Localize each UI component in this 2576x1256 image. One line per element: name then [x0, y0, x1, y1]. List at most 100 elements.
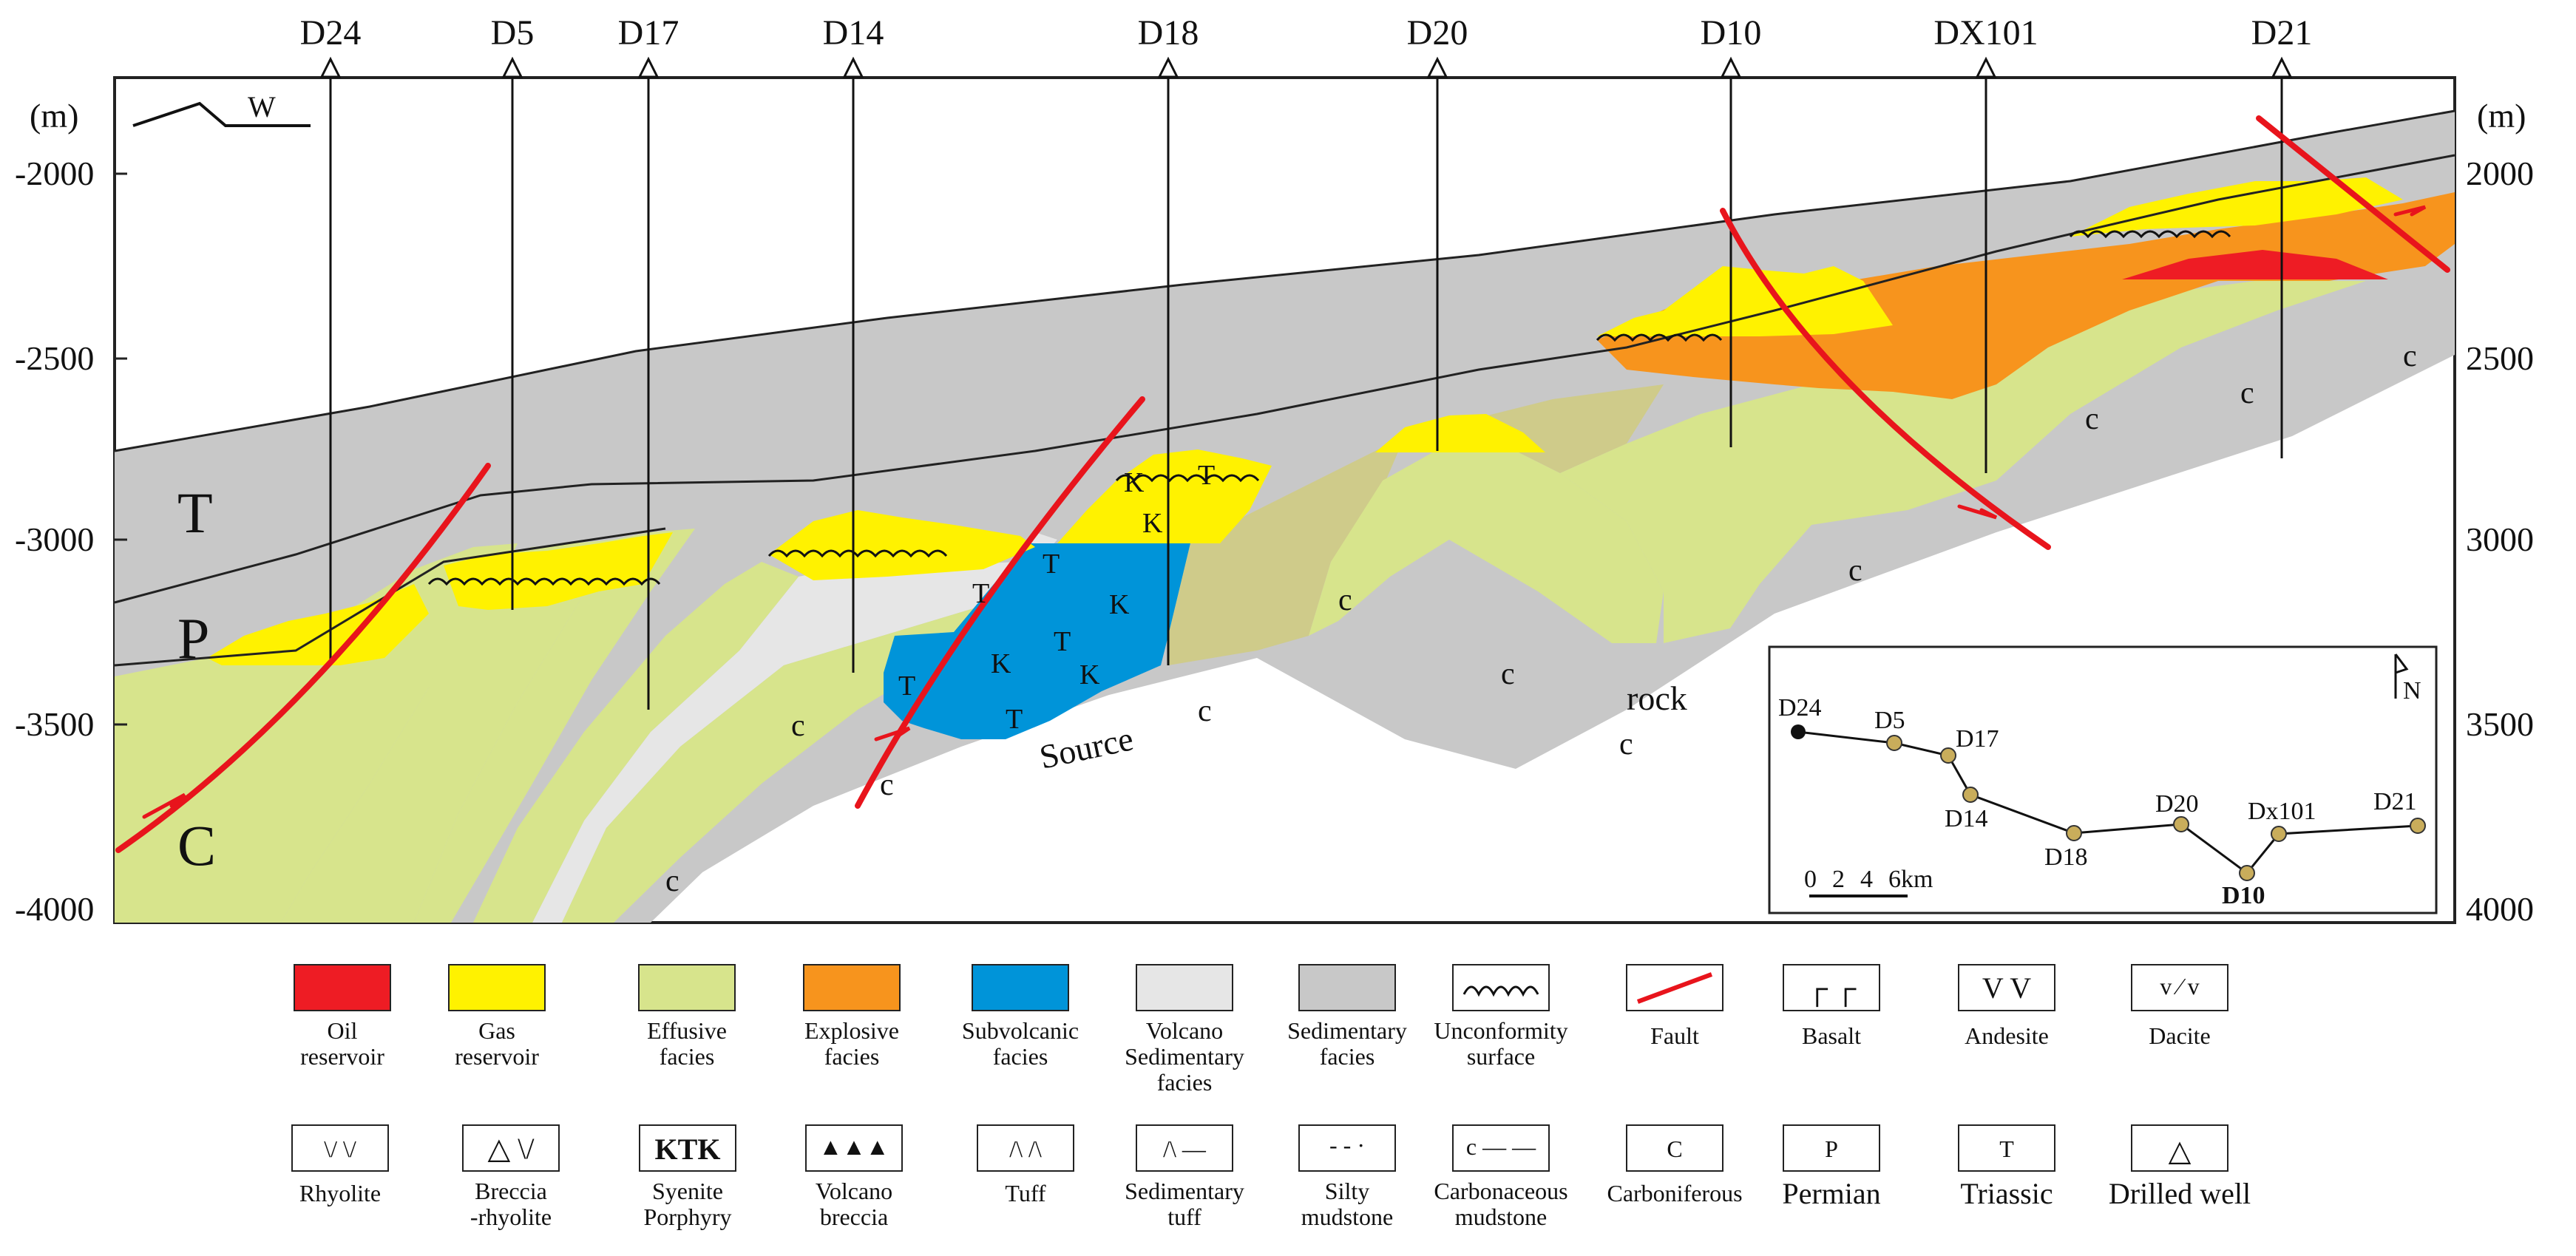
gas-reservoir-d10: [1597, 266, 1893, 336]
legend-item-silty-mudstone: - - · Silty mudstone: [1298, 1124, 1396, 1230]
scale-tick: 4: [1860, 866, 1873, 893]
kt-mark: T: [1054, 626, 1071, 657]
west-compass: W: [132, 90, 311, 127]
c-mark: c: [2085, 402, 2099, 436]
legend-item-carbonaceous-mudstone: c — — Carbonaceous mudstone: [1434, 1124, 1568, 1230]
legend-item-effusive: Effusive facies: [638, 964, 736, 1070]
dacite-band: [1168, 436, 1405, 665]
effusive-facies-left: [115, 543, 518, 923]
svg-text:Breccia: Breccia: [475, 1178, 547, 1204]
svg-text:tuff: tuff: [1167, 1204, 1201, 1230]
well-marker-d14: [842, 56, 864, 78]
svg-text:reservoir: reservoir: [300, 1043, 384, 1070]
svg-text:facies: facies: [993, 1043, 1048, 1070]
svg-text:/\ —: /\ —: [1163, 1136, 1207, 1162]
legend-item-permian: P Permian: [1782, 1124, 1881, 1210]
legend-item-syenite-porphyry: KTK Syenite Porphyry: [639, 1124, 736, 1230]
fault-arrow-d14: [874, 726, 911, 741]
well-label-d10: D10: [1701, 13, 1762, 52]
legend-item-dacite: v ⁄ v Dacite: [2131, 964, 2228, 1049]
svg-text:Drilled well: Drilled well: [2109, 1177, 2251, 1210]
inset-label-d5: D5: [1874, 707, 1905, 734]
legend-item-unconformity: Unconformity surface: [1434, 964, 1568, 1070]
carbonaceous-marks: c c c c c c c c c c c: [665, 339, 2417, 898]
well-label-d21: D21: [2251, 13, 2313, 52]
kt-mark: T: [1006, 704, 1023, 735]
triassic-top-line: [114, 109, 2455, 452]
legend-item-tuff: /\ /\ Tuff: [977, 1124, 1074, 1206]
gas-reservoir-d5: [444, 532, 673, 610]
svg-text:Unconformity: Unconformity: [1434, 1017, 1567, 1044]
fault-d14: [855, 396, 1145, 809]
inset-well-d5: [1886, 735, 1902, 751]
right-depth-unit: (m): [2477, 97, 2526, 135]
carboniferous-label: C: [177, 813, 216, 877]
c-mark: c: [1848, 554, 1862, 588]
svg-text:facies: facies: [660, 1043, 715, 1070]
well-marker-d5: [501, 56, 523, 78]
left-depth-tick: -2000: [15, 155, 94, 192]
right-depth-axis: (m) 2000 2500 3000 3500 4000: [2466, 97, 2534, 928]
north-arrow-icon: [2394, 654, 2409, 699]
right-depth-tick: 2000: [2466, 155, 2534, 192]
svg-text:\/ \/: \/ \/: [324, 1136, 356, 1162]
right-depth-tick: 2500: [2466, 339, 2534, 377]
svg-text:v ⁄ v: v ⁄ v: [2160, 973, 2199, 999]
inset-frame: [1768, 645, 2438, 914]
svg-text:V V: V V: [1982, 971, 2031, 1005]
svg-text:breccia: breccia: [820, 1204, 888, 1230]
west-arrow-icon: [132, 101, 311, 127]
inset-well-dx101: [2271, 826, 2287, 842]
svg-text:△ \/: △ \/: [488, 1132, 535, 1165]
scale-tick: 2: [1832, 866, 1845, 893]
dacite-band-2: [1405, 384, 1664, 473]
gas-reservoir-d20: [1375, 414, 1545, 452]
svg-text:Effusive: Effusive: [647, 1017, 727, 1044]
well-label-dx101: DX101: [1933, 13, 2038, 52]
svg-text:Gas: Gas: [478, 1017, 515, 1044]
svg-text:Sedimentary: Sedimentary: [1287, 1017, 1407, 1044]
west-label: W: [248, 90, 276, 123]
well-marker-d18: [1157, 56, 1179, 78]
svg-text:Porphyry: Porphyry: [643, 1204, 731, 1230]
svg-text:Carbonaceous: Carbonaceous: [1434, 1178, 1567, 1204]
left-depth-axis: (m) -2000 -2500 -3000 -3500 -4000: [15, 97, 127, 928]
svg-text:-rhyolite: -rhyolite: [470, 1204, 552, 1230]
well-labels: D24 D5 D17 D14 D18 D20 D10 DX101 D21: [300, 13, 2313, 52]
right-depth-tick: 3500: [2466, 705, 2534, 743]
triassic-base-line: [114, 154, 2455, 604]
well-label-d20: D20: [1407, 13, 1468, 52]
inset-label-dx101: Dx101: [2248, 798, 2316, 825]
basalt-zone: [281, 540, 614, 923]
gas-reservoir-d14: [769, 510, 1035, 580]
well-marker-d17: [637, 56, 660, 78]
inset-label-d21: D21: [2373, 788, 2417, 815]
svg-text:T: T: [1999, 1136, 2014, 1162]
well-marker-d24: [319, 56, 342, 78]
svg-text:Explosive: Explosive: [804, 1017, 899, 1044]
svg-text:surface: surface: [1467, 1043, 1535, 1070]
svg-text:KTK: KTK: [655, 1133, 721, 1166]
svg-text:Sedimentary: Sedimentary: [1125, 1178, 1244, 1204]
legend-item-basalt: ┌ ┌ Basalt: [1783, 964, 1880, 1049]
c-mark: c: [2240, 376, 2254, 410]
svg-text:reservoir: reservoir: [455, 1043, 539, 1070]
kt-mark: T: [972, 578, 989, 609]
inset-label-d20: D20: [2155, 790, 2199, 818]
legend-item-triassic: T Triassic: [1958, 1124, 2055, 1210]
svg-text:C: C: [1667, 1136, 1682, 1162]
kt-mark: K: [1142, 508, 1163, 539]
legend-item-sedimentary-tuff: /\ — Sedimentary tuff: [1125, 1124, 1244, 1230]
permian-label: P: [177, 606, 209, 671]
svg-text:Syenite: Syenite: [652, 1178, 723, 1204]
oil-reservoir: [2122, 250, 2388, 279]
c-mark: c: [1501, 657, 1515, 691]
svg-text:▲▲▲: ▲▲▲: [818, 1133, 889, 1160]
svg-text:Oil: Oil: [328, 1017, 358, 1044]
kt-mark: K: [1079, 659, 1100, 690]
svg-text:△: △: [2169, 1134, 2192, 1167]
scale-tick: 0: [1804, 866, 1817, 893]
left-depth-tick: -4000: [15, 890, 94, 928]
svg-text:Silty: Silty: [1325, 1178, 1369, 1204]
